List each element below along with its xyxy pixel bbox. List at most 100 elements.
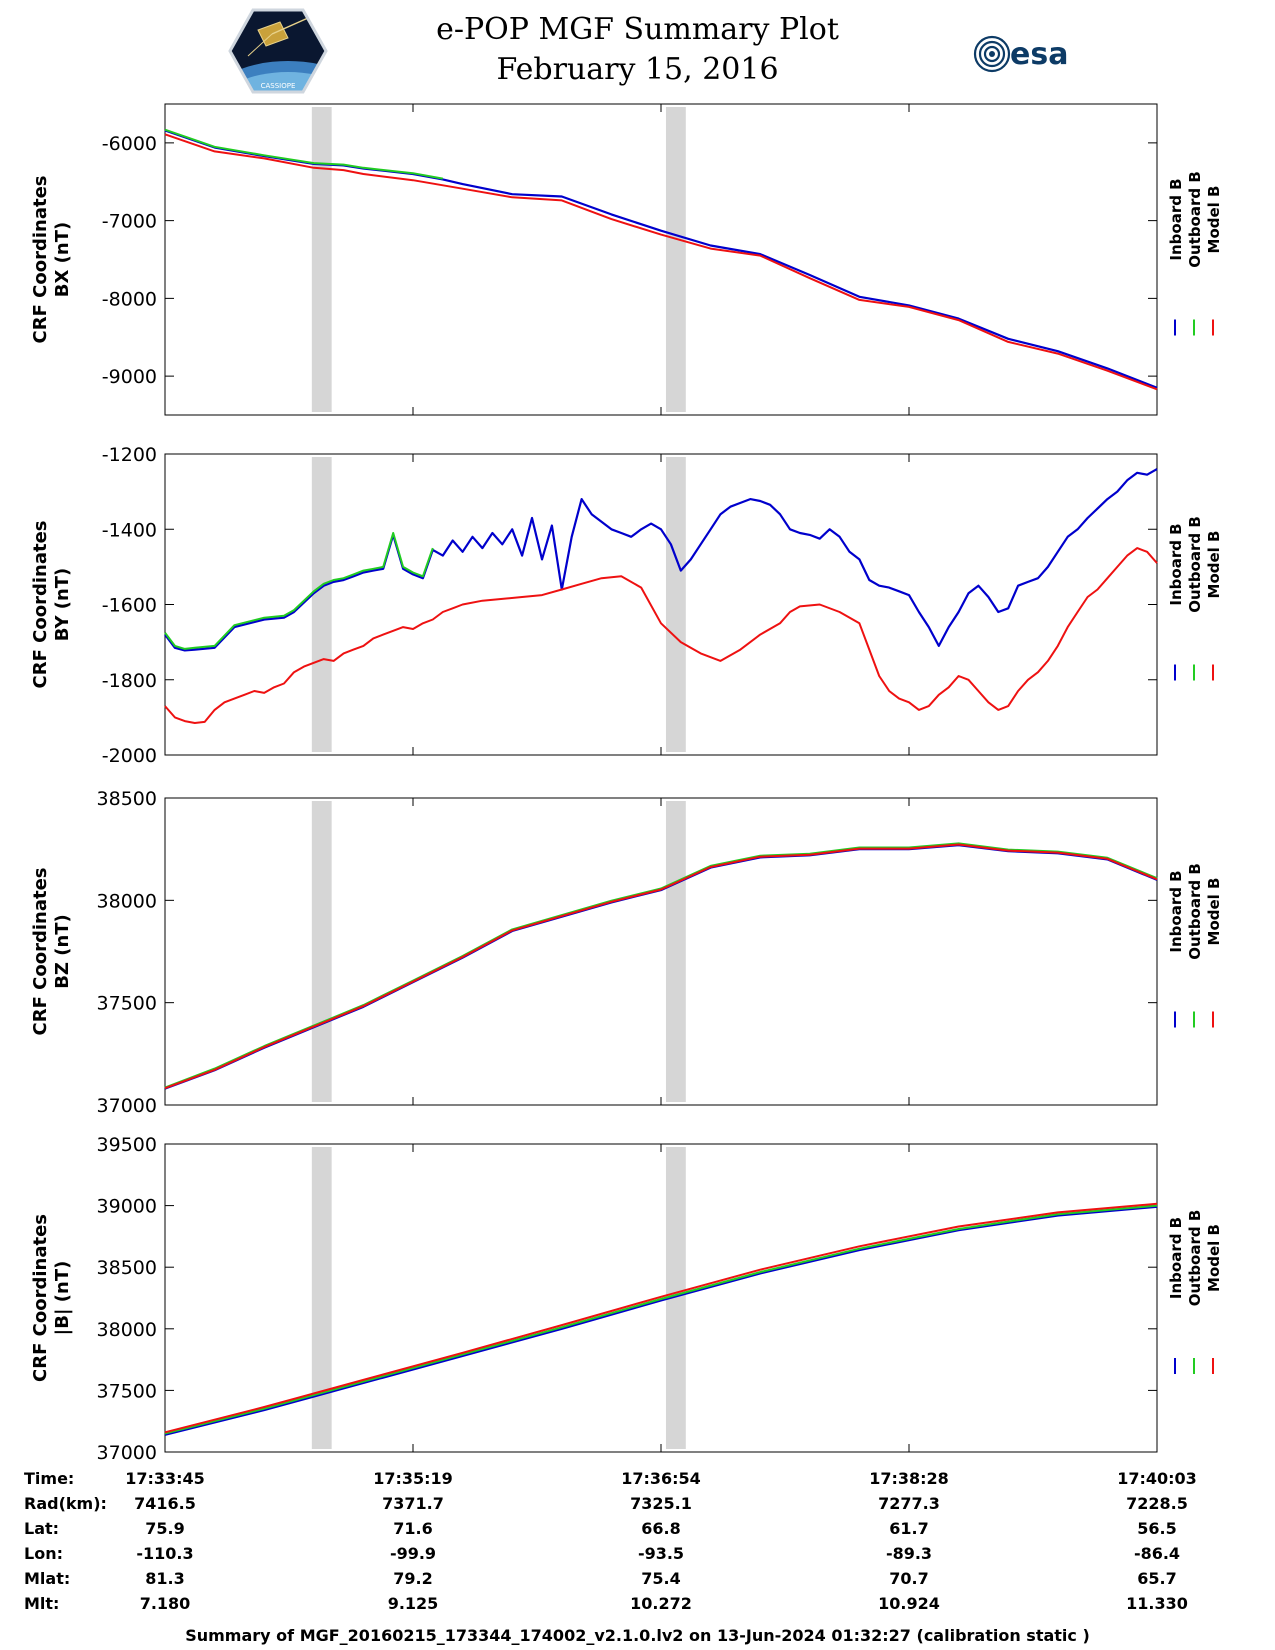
series-line-inboard-b — [164, 1205, 1158, 1436]
data-gap-band — [665, 457, 686, 752]
y-axis-label-line2: BZ (nT) — [52, 914, 73, 989]
y-axis-label: CRF CoordinatesBY (nT) — [30, 521, 73, 689]
ephemeris-value: 79.2 — [393, 1569, 432, 1588]
y-tick-label: -1200 — [102, 444, 157, 466]
y-tick-label: 37000 — [97, 1442, 157, 1464]
panel-1: -6000 -7000 -8000 -9000 CRF CoordinatesBX (n… — [30, 103, 1223, 416]
y-tick-label: -9000 — [102, 366, 157, 388]
ephemeris-value: 71.6 — [393, 1519, 432, 1538]
ephemeris-value: 9.125 — [388, 1594, 439, 1613]
page-title: e-POP MGF Summary Plot — [436, 12, 839, 47]
ephemeris-row-label: Mlt: — [24, 1594, 59, 1613]
ephemeris-value: -110.3 — [136, 1544, 193, 1563]
legend-label: Inboard B — [1167, 870, 1185, 952]
y-tick-label: 38000 — [97, 1319, 157, 1341]
series-line-model-b — [164, 547, 1158, 724]
ephemeris-value: 66.8 — [641, 1519, 680, 1538]
ephemeris-value: 7.180 — [140, 1594, 191, 1613]
series-line-model-b — [164, 843, 1158, 1090]
ephemeris-value: 65.7 — [1137, 1569, 1176, 1588]
y-tick-label: -6000 — [102, 133, 157, 155]
data-gap-band — [311, 1147, 332, 1449]
y-axis-label-line1: CRF Coordinates — [30, 521, 51, 689]
y-tick-label: -8000 — [102, 288, 157, 310]
ephemeris-value: -93.5 — [638, 1544, 684, 1563]
y-tick-label: 38000 — [97, 890, 157, 912]
series-line-model-b — [164, 1202, 1158, 1434]
legend-label: Model B — [1205, 878, 1223, 946]
data-gap-band — [665, 107, 686, 412]
y-axis-label: CRF CoordinatesBZ (nT) — [30, 868, 73, 1036]
footer-caption: Summary of MGF_20160215_173344_174002_v2… — [185, 1626, 1090, 1645]
series-line-outboard-b — [164, 1204, 1158, 1435]
y-tick-label: 37000 — [97, 1095, 157, 1117]
plot-date: February 15, 2016 — [496, 52, 779, 87]
ephemeris-value: 75.9 — [145, 1519, 184, 1538]
ephemeris-value: 10.924 — [878, 1594, 940, 1613]
ephemeris-value: -89.3 — [886, 1544, 932, 1563]
ephemeris-value: 7277.3 — [878, 1494, 940, 1513]
y-axis-label-line1: CRF Coordinates — [30, 868, 51, 1036]
ephemeris-row-label: Lon: — [24, 1544, 63, 1563]
ephemeris-value: 81.3 — [145, 1569, 184, 1588]
y-tick-label: 38500 — [97, 1257, 157, 1279]
legend-label: Inboard B — [1167, 178, 1185, 260]
y-tick-label: -2000 — [102, 745, 157, 767]
ephemeris-value: -99.9 — [390, 1544, 436, 1563]
y-tick-label: 37500 — [97, 1380, 157, 1402]
ephemeris-value: 7325.1 — [630, 1494, 692, 1513]
ephemeris-value: 17:36:54 — [621, 1469, 701, 1488]
legend-label: Outboard B — [1186, 1210, 1204, 1307]
legend-label: Model B — [1205, 186, 1223, 254]
y-tick-label: 37500 — [97, 993, 157, 1015]
series-line-outboard-b — [164, 532, 434, 650]
cassiope-logo: CASSIOPE — [228, 8, 328, 94]
ephemeris-value: 17:33:45 — [125, 1469, 205, 1488]
series-line-outboard-b — [164, 128, 443, 180]
y-tick-label: -7000 — [102, 211, 157, 233]
legend-label: Model B — [1205, 1224, 1223, 1292]
panel-4: 37000 37500 38000 38500 39000 39500 CRF Coordi… — [30, 1134, 1223, 1464]
y-tick-label: 39500 — [97, 1134, 157, 1156]
ephemeris-value: -86.4 — [1134, 1544, 1180, 1563]
legend-label: Outboard B — [1186, 516, 1204, 613]
ephemeris-value: 17:35:19 — [373, 1469, 453, 1488]
y-tick-label: -1800 — [102, 670, 157, 692]
ephemeris-value: 17:38:28 — [869, 1469, 949, 1488]
ephemeris-value: 61.7 — [889, 1519, 928, 1538]
legend-label: Inboard B — [1167, 523, 1185, 605]
ephemeris-value: 7371.7 — [382, 1494, 444, 1513]
y-tick-label: -1600 — [102, 595, 157, 617]
ephemeris-row-label: Lat: — [24, 1519, 59, 1538]
legend-label: Outboard B — [1186, 171, 1204, 268]
panel-2: -1200 -1400 -1600 -1800 -2000 CRF Coordinates… — [30, 444, 1223, 767]
data-gap-band — [665, 801, 686, 1102]
ephemeris-row-label: Rad(km): — [24, 1494, 107, 1513]
panel-3: 37000 37500 38000 38500 CRF CoordinatesBZ (n… — [30, 788, 1223, 1117]
ephemeris-value: 17:40:03 — [1117, 1469, 1197, 1488]
ephemeris-value: 70.7 — [889, 1569, 928, 1588]
y-axis-label-line1: CRF Coordinates — [30, 176, 51, 344]
y-axis-label-line2: BX (nT) — [52, 222, 73, 297]
legend-label: Outboard B — [1186, 863, 1204, 960]
legend-label: Model B — [1205, 531, 1223, 599]
y-axis-label-line1: CRF Coordinates — [30, 1214, 51, 1382]
ephemeris-row-label: Time: — [24, 1469, 74, 1488]
ephemeris-value: 7228.5 — [1126, 1494, 1188, 1513]
data-gap-band — [311, 107, 332, 412]
ephemeris-value: 7416.5 — [134, 1494, 196, 1513]
ephemeris-row-label: Mlat: — [24, 1569, 70, 1588]
y-axis-label: CRF CoordinatesBX (nT) — [30, 176, 73, 344]
series-line-model-b — [164, 133, 1158, 391]
y-axis-label-line2: BY (nT) — [52, 568, 73, 642]
data-gap-band — [311, 801, 332, 1102]
y-axis-label-line2: |B| (nT) — [52, 1261, 73, 1336]
y-axis-label: CRF Coordinates|B| (nT) — [30, 1214, 73, 1382]
series-line-inboard-b — [164, 468, 1158, 652]
ephemeris-value: 10.272 — [630, 1594, 692, 1613]
cassiope-logo-text: CASSIOPE — [261, 82, 296, 90]
ephemeris-value: 11.330 — [1126, 1594, 1188, 1613]
data-gap-band — [665, 1147, 686, 1449]
legend-label: Inboard B — [1167, 1217, 1185, 1299]
